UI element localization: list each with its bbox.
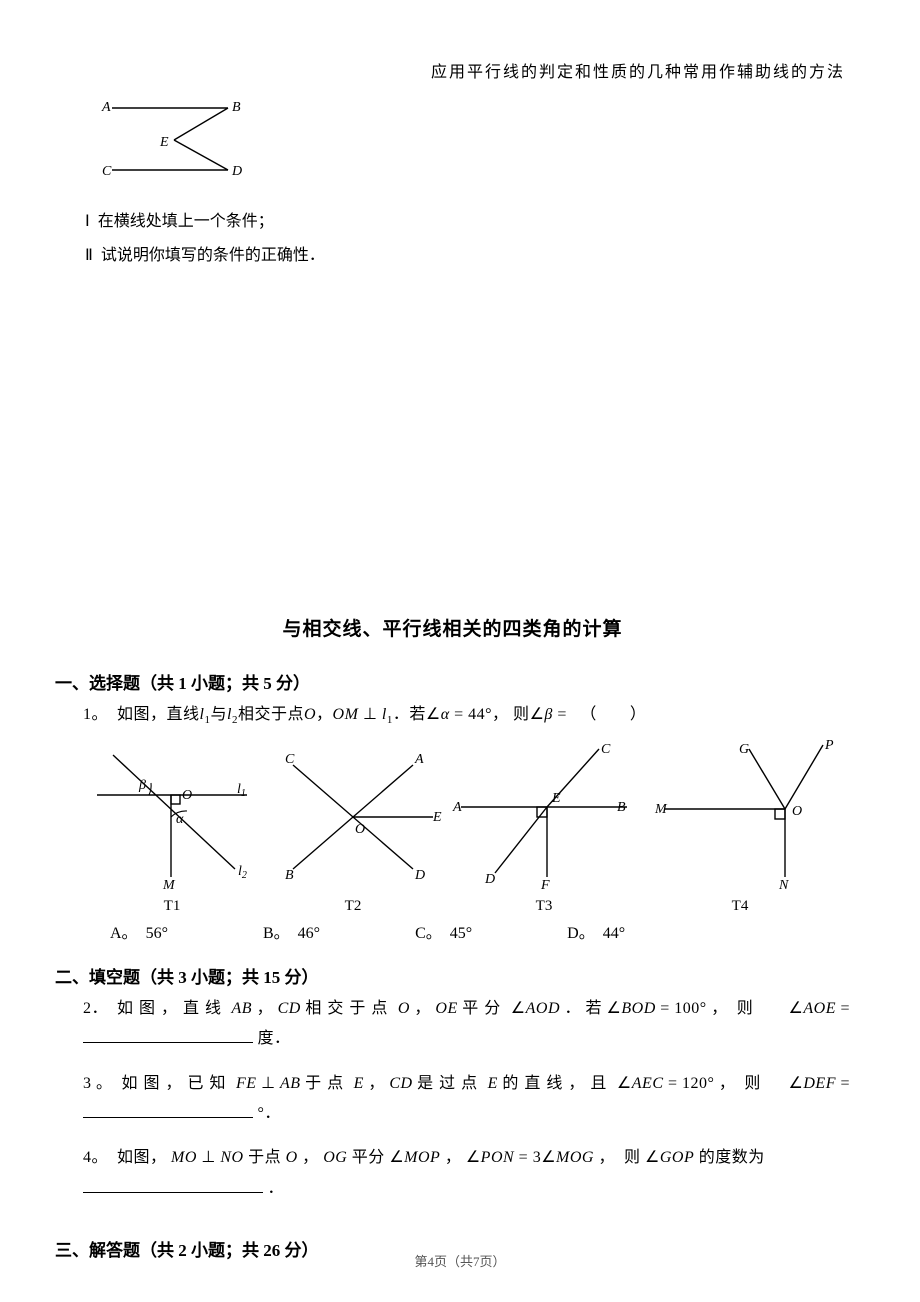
q1-num: 1。: [83, 700, 108, 730]
svg-text:l2: l2: [238, 864, 247, 881]
svg-text:β: β: [138, 778, 146, 793]
svg-text:A: A: [452, 800, 462, 815]
fig-t1: β O α l1 l2 M T1: [87, 739, 257, 915]
q4-blank[interactable]: [83, 1175, 263, 1193]
fig-abcd-e: A B E C D: [100, 100, 850, 181]
q2: 2． 如图，直线 AB ， CD 相交于点 O ， OE 平分 ∠AOD ． 若…: [83, 994, 850, 1055]
section-two-label: 二、填空题（共 3 小题；共 15 分）: [55, 963, 850, 988]
page-header-title: 应用平行线的判定和性质的几种常用作辅助线的方法: [431, 58, 845, 82]
sub-ii-label: Ⅱ: [85, 247, 93, 264]
svg-text:α: α: [176, 812, 184, 827]
svg-text:E: E: [551, 791, 561, 806]
q4: 4。 如图， MO ⊥ NO 于点 O ， OG 平分 ∠MOP ， ∠PON …: [83, 1143, 850, 1204]
svg-text:D: D: [414, 868, 425, 883]
q1-figures: β O α l1 l2 M T1 C A: [87, 739, 850, 915]
svg-text:l1: l1: [237, 782, 246, 799]
fig-t3: A B C D E F T3: [449, 739, 639, 915]
svg-text:O: O: [182, 788, 192, 803]
opt-c-label: C。: [415, 919, 442, 943]
svg-text:M: M: [162, 878, 176, 889]
label-B: B: [232, 100, 241, 115]
q1-paren: （ ）: [580, 700, 646, 730]
label-A: A: [101, 100, 111, 115]
svg-text:N: N: [778, 878, 789, 889]
svg-text:O: O: [355, 822, 365, 837]
svg-text:B: B: [285, 868, 294, 883]
fig-t2: C A B D E O T2: [263, 739, 443, 915]
svg-text:G: G: [739, 742, 749, 757]
label-D: D: [231, 164, 242, 176]
section-heading: 与相交线、平行线相关的四类角的计算: [55, 614, 850, 641]
q2-blank[interactable]: [83, 1025, 253, 1043]
q1-O: O: [304, 700, 316, 730]
svg-text:B: B: [617, 800, 626, 815]
q3: 3 。 如图，已知 FE ⊥ AB 于点 E ， CD 是过点 E 的直线，且 …: [83, 1069, 850, 1130]
opt-a-label: A。: [110, 919, 138, 943]
opt-b-label: B。: [263, 919, 290, 943]
page-footer: 第4页（共7页）: [0, 1251, 920, 1270]
section-one-label: 一、选择题（共 1 小题；共 5 分）: [55, 669, 850, 694]
q1-pre: 如图，直线: [117, 700, 200, 730]
q1-options: A。56° B。46° C。45° D。44°: [110, 919, 850, 943]
fig-t4: M O G P N T4: [645, 739, 835, 915]
svg-text:C: C: [601, 742, 611, 757]
svg-text:D: D: [484, 872, 495, 887]
label-C: C: [102, 164, 112, 176]
label-E: E: [159, 135, 169, 150]
opt-d-label: D。: [567, 919, 595, 943]
svg-text:E: E: [432, 810, 442, 825]
svg-text:F: F: [540, 878, 550, 889]
svg-text:O: O: [792, 804, 802, 819]
svg-text:P: P: [824, 739, 834, 753]
sub-questions: Ⅰ 在横线处填上一个条件； Ⅱ 试说明你填写的条件的正确性．: [85, 205, 850, 274]
q1-line: 1。 如图，直线 l1 与 l2 相交于点 O ， OM ⊥ l1 ． 若 ∠α…: [83, 700, 850, 731]
sub-i-label: Ⅰ: [85, 213, 90, 230]
svg-text:M: M: [654, 802, 668, 817]
q3-blank[interactable]: [83, 1100, 253, 1118]
sub-ii: Ⅱ 试说明你填写的条件的正确性．: [85, 239, 850, 273]
sub-ii-text: 试说明你填写的条件的正确性．: [101, 247, 325, 264]
svg-text:A: A: [414, 752, 424, 767]
sub-i-text: 在横线处填上一个条件；: [98, 213, 274, 230]
sub-i: Ⅰ 在横线处填上一个条件；: [85, 205, 850, 239]
svg-text:C: C: [285, 752, 295, 767]
